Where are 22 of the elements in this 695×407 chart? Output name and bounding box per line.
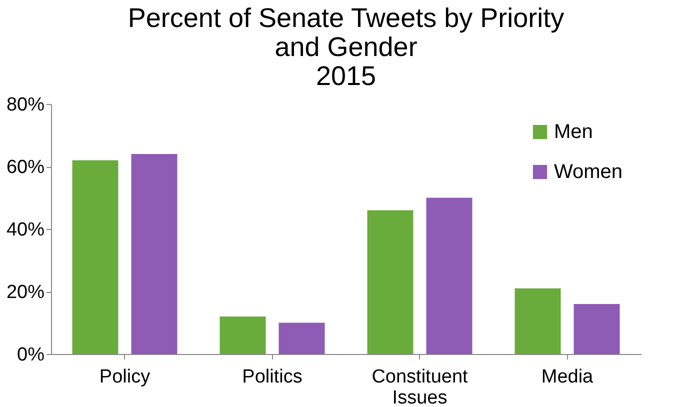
x-tick-label: Constituent Issues bbox=[372, 366, 469, 407]
text: 2015 bbox=[316, 61, 376, 91]
y-tick-label: 80% bbox=[6, 94, 45, 116]
bar bbox=[131, 154, 178, 354]
bar bbox=[514, 288, 561, 354]
y-tick-label: 40% bbox=[6, 220, 45, 240]
y-tick-label: 20% bbox=[6, 282, 45, 303]
y-tick-label: 60% bbox=[6, 157, 45, 178]
bar bbox=[220, 316, 266, 354]
text: and Gender bbox=[274, 32, 418, 62]
bar bbox=[574, 304, 620, 354]
legend-label: Women bbox=[554, 161, 623, 183]
bar bbox=[72, 160, 118, 354]
x-tick-label: Politics bbox=[242, 366, 302, 388]
bar bbox=[278, 322, 325, 354]
x-tick-label: Media bbox=[541, 366, 594, 388]
bar bbox=[426, 198, 472, 354]
text: Percent of Senate Tweets by Priority bbox=[128, 3, 564, 33]
x-tick-label: Policy bbox=[99, 366, 151, 388]
legend-label: Men bbox=[554, 121, 593, 143]
y-tick-label: 0% bbox=[17, 344, 45, 366]
bar bbox=[367, 210, 414, 354]
